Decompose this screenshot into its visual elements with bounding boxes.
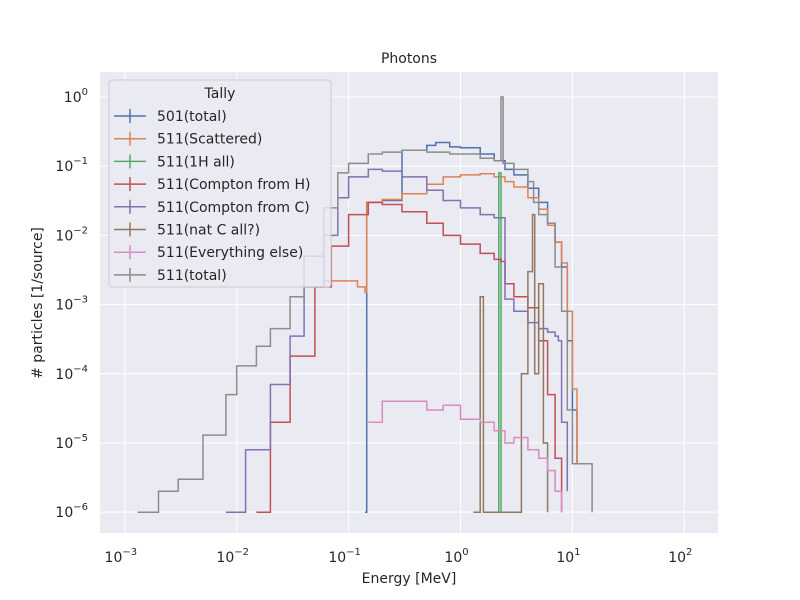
legend-item: 511(1H all) — [114, 154, 235, 170]
legend-label: 511(Compton from C) — [157, 200, 310, 216]
y-tick-base: 10 — [55, 436, 73, 452]
y-tick-exponent: 0 — [82, 87, 88, 98]
y-tick-label: 10−4 — [55, 364, 88, 383]
x-tick-base: 10 — [328, 550, 346, 566]
legend-label: 511(Compton from H) — [157, 177, 310, 193]
x-tick-base: 10 — [556, 550, 574, 566]
series-line — [304, 172, 578, 464]
tick-labels: 10−3 10−2 10−1 100 101 10210−610−510−410−310−… — [55, 87, 692, 566]
x-tick-label: 101 — [556, 547, 580, 566]
series-511-everything-else- — [368, 400, 563, 513]
y-axis-label: # particles [1/source] — [30, 227, 46, 379]
y-tick-base: 10 — [55, 505, 73, 521]
legend-items: 501(total) 511(Scattered) 511(1H all) 511(C… — [114, 109, 310, 284]
x-tick-exponent: −3 — [122, 547, 137, 558]
series-511-scattered- — [304, 172, 578, 464]
y-tick-label: 10−2 — [55, 225, 88, 244]
x-tick-exponent: 2 — [686, 547, 692, 558]
y-tick-exponent: −4 — [73, 364, 88, 375]
y-tick-label: 100 — [64, 87, 88, 106]
legend-item: 511(Scattered) — [114, 131, 262, 148]
y-tick-label: 10−1 — [55, 156, 88, 175]
x-tick-label: 10−2 — [216, 547, 249, 566]
legend-box — [108, 79, 332, 288]
series-511-nat-c-all- — [473, 213, 549, 513]
series-line — [498, 172, 502, 513]
legend-item: 511(nat C all?) — [114, 222, 260, 239]
legend-label: 511(Everything else) — [157, 245, 303, 261]
y-tick-exponent: −3 — [73, 295, 88, 306]
legend-label: 511(nat C all?) — [157, 223, 260, 239]
series-511-1h-all- — [498, 172, 502, 513]
x-tick-exponent: −1 — [346, 547, 361, 558]
y-tick-label: 10−3 — [55, 295, 88, 314]
legend-label: 511(1H all) — [157, 154, 235, 170]
series-line — [473, 213, 549, 513]
x-tick-label: 102 — [668, 547, 692, 566]
legend-label: 501(total) — [157, 109, 227, 125]
x-tick-base: 10 — [105, 550, 123, 566]
y-tick-exponent: −1 — [73, 156, 88, 167]
series-line — [368, 400, 563, 513]
x-tick-label: 10−3 — [105, 547, 138, 566]
y-tick-base: 10 — [55, 228, 73, 244]
legend-title: Tally — [204, 86, 236, 102]
y-tick-exponent: −6 — [73, 502, 88, 513]
y-tick-label: 10−5 — [55, 433, 88, 452]
legend-item: 511(Compton from C) — [114, 199, 310, 216]
y-tick-base: 10 — [64, 90, 82, 106]
y-tick-base: 10 — [55, 159, 73, 175]
legend-item: 511(total) — [114, 267, 227, 284]
legend-label: 511(Scattered) — [157, 132, 262, 148]
legend: Tally 501(total) 511(Scattered) 511(1H all… — [108, 79, 332, 288]
x-tick-label: 100 — [444, 547, 468, 566]
y-tick-base: 10 — [55, 367, 73, 383]
series-line — [137, 96, 593, 513]
legend-item: 511(Everything else) — [114, 245, 303, 261]
chart-title: Photons — [381, 51, 437, 67]
legend-item: 501(total) — [114, 109, 227, 125]
legend-label: 511(total) — [157, 268, 227, 284]
x-tick-label: 10−1 — [328, 547, 361, 566]
x-tick-exponent: −2 — [234, 547, 249, 558]
y-tick-exponent: −2 — [73, 225, 88, 236]
y-tick-label: 10−6 — [55, 502, 88, 521]
x-tick-base: 10 — [668, 550, 686, 566]
legend-item: 511(Compton from H) — [114, 177, 310, 193]
y-tick-base: 10 — [55, 298, 73, 314]
x-tick-base: 10 — [444, 550, 462, 566]
x-tick-exponent: 0 — [462, 547, 468, 558]
x-tick-base: 10 — [216, 550, 234, 566]
x-axis-label: Energy [MeV] — [362, 571, 457, 587]
series-511-total- — [137, 96, 593, 513]
y-tick-exponent: −5 — [73, 433, 88, 444]
x-tick-exponent: 1 — [574, 547, 580, 558]
